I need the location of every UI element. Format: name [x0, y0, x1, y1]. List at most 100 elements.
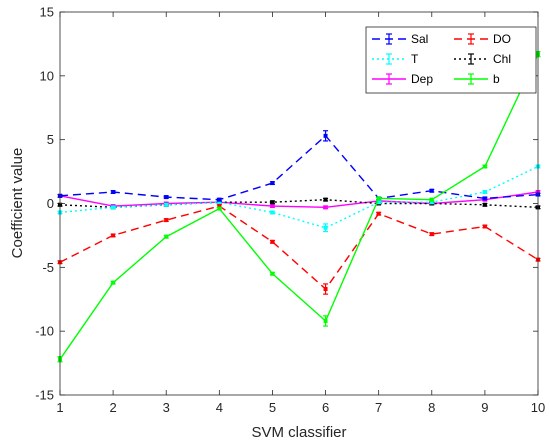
error-bar [110, 190, 116, 195]
data-point [111, 205, 116, 210]
x-tick-label: 8 [428, 400, 435, 415]
data-point [270, 181, 275, 186]
legend-label: b [493, 72, 500, 86]
error-bar [429, 197, 435, 202]
data-point [482, 224, 487, 229]
error-bar [323, 315, 329, 327]
data-point [111, 280, 116, 285]
error-bar [429, 232, 435, 237]
y-tick-label: 15 [40, 5, 54, 20]
error-bar [269, 181, 275, 186]
error-bar [163, 195, 169, 200]
error-bar [110, 205, 116, 210]
legend-box [365, 26, 537, 94]
data-point [482, 164, 487, 169]
series-layer [57, 50, 541, 363]
legend-label: Dep [411, 72, 433, 86]
error-bar [163, 234, 169, 239]
error-bar [482, 190, 488, 195]
x-tick-label: 10 [531, 400, 545, 415]
y-tick-label: -10 [35, 324, 54, 339]
data-point [217, 197, 222, 202]
error-bar [323, 223, 329, 233]
data-point [376, 200, 381, 205]
data-point [482, 196, 487, 201]
x-tick-label: 3 [163, 400, 170, 415]
x-tick-label: 2 [109, 400, 116, 415]
ticks-layer: 1 2 3 4 5 6 7 8 9 10 -15 -10 -5 0 5 10 15 [35, 5, 545, 416]
legend-item-dep: Dep [372, 72, 433, 86]
data-point [270, 200, 275, 205]
error-bar [429, 188, 435, 193]
legend-item-do: DO [454, 32, 511, 46]
error-bar [269, 200, 275, 205]
error-bar [110, 280, 116, 285]
legend-item-t: T [372, 52, 419, 66]
legend-label: DO [493, 32, 511, 46]
legend: Sal DO T Chl Dep b [365, 26, 537, 94]
data-point [323, 197, 328, 202]
data-point [323, 133, 328, 138]
x-tick-label: 9 [481, 400, 488, 415]
legend-item-sal: Sal [372, 32, 428, 46]
data-point [111, 190, 116, 195]
data-point [270, 239, 275, 244]
error-bar [269, 204, 275, 209]
error-bar [482, 164, 488, 169]
data-point [111, 233, 116, 238]
data-point [429, 188, 434, 193]
y-axis-label: Coefficient value [9, 148, 26, 259]
y-tick-label: 10 [40, 68, 54, 83]
data-point [323, 287, 328, 292]
data-point [217, 204, 222, 209]
legend-item-b: b [454, 72, 500, 86]
error-bar [323, 130, 329, 142]
error-bar [376, 211, 382, 216]
data-point [323, 205, 328, 210]
x-tick-label: 7 [375, 400, 382, 415]
error-bar [216, 197, 222, 202]
data-point [323, 225, 328, 230]
data-point [429, 232, 434, 237]
series-line-t [59, 165, 539, 229]
data-point [429, 200, 434, 205]
data-point [164, 234, 169, 239]
error-bar [482, 202, 488, 207]
legend-label: T [411, 52, 419, 66]
error-bar [482, 196, 488, 201]
data-point [270, 204, 275, 209]
error-bar [323, 283, 329, 295]
x-tick-label: 1 [56, 400, 63, 415]
error-bar [323, 197, 329, 202]
error-bar [269, 239, 275, 244]
data-point [164, 218, 169, 223]
data-point [376, 196, 381, 201]
data-point [429, 197, 434, 202]
error-bar [482, 224, 488, 229]
data-point [376, 211, 381, 216]
data-point [270, 271, 275, 276]
error-bar [269, 210, 275, 215]
legend-label: Chl [493, 52, 511, 66]
series-line-b [59, 53, 539, 360]
y-tick-label: -15 [35, 388, 54, 403]
x-tick-label: 4 [216, 400, 223, 415]
error-bar [110, 233, 116, 238]
x-tick-label: 6 [322, 400, 329, 415]
data-point [217, 200, 222, 205]
data-point [270, 210, 275, 215]
error-bar [216, 206, 222, 211]
data-point [482, 190, 487, 195]
error-bar [163, 202, 169, 207]
data-point [164, 202, 169, 207]
y-tick-label: 5 [47, 132, 54, 147]
legend-item-chl: Chl [454, 52, 511, 66]
x-axis-label: SVM classifier [251, 424, 346, 441]
data-point [217, 206, 222, 211]
y-tick-label: -5 [42, 260, 54, 275]
error-bar [376, 196, 382, 201]
data-point [164, 195, 169, 200]
data-point [323, 318, 328, 323]
x-tick-label: 5 [269, 400, 276, 415]
